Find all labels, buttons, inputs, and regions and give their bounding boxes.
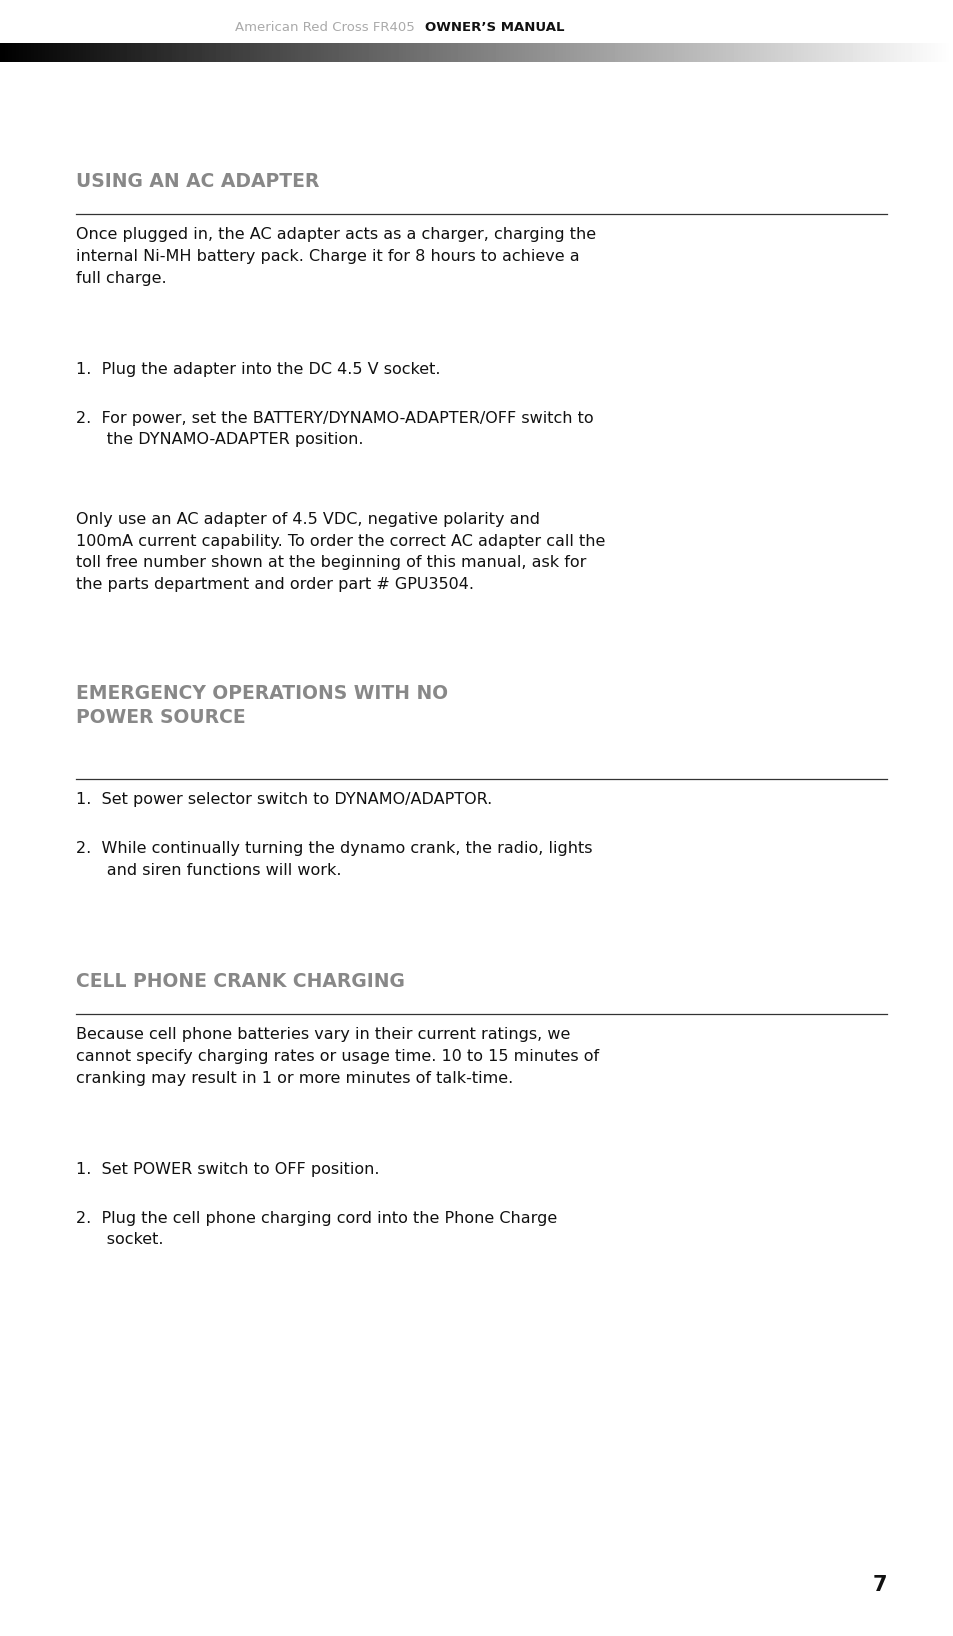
Text: Because cell phone batteries vary in their current ratings, we
cannot specify ch: Because cell phone batteries vary in the…: [76, 1027, 598, 1086]
Text: 2.  While continually turning the dynamo crank, the radio, lights
      and sire: 2. While continually turning the dynamo …: [76, 841, 592, 877]
Text: OWNER’S MANUAL: OWNER’S MANUAL: [424, 21, 563, 34]
Text: American Red Cross FR405: American Red Cross FR405: [235, 21, 415, 34]
Text: 7: 7: [872, 1575, 886, 1595]
Text: 2.  For power, set the BATTERY/DYNAMO-ADAPTER/OFF switch to
      the DYNAMO-ADA: 2. For power, set the BATTERY/DYNAMO-ADA…: [76, 411, 594, 447]
Text: 1.  Plug the adapter into the DC 4.5 V socket.: 1. Plug the adapter into the DC 4.5 V so…: [76, 362, 440, 376]
Text: CELL PHONE CRANK CHARGING: CELL PHONE CRANK CHARGING: [76, 972, 405, 991]
Text: USING AN AC ADAPTER: USING AN AC ADAPTER: [76, 172, 319, 191]
Text: Once plugged in, the AC adapter acts as a charger, charging the
internal Ni-MH b: Once plugged in, the AC adapter acts as …: [76, 227, 596, 286]
Text: EMERGENCY OPERATIONS WITH NO
POWER SOURCE: EMERGENCY OPERATIONS WITH NO POWER SOURC…: [76, 684, 448, 726]
Text: 2.  Plug the cell phone charging cord into the Phone Charge
      socket.: 2. Plug the cell phone charging cord int…: [76, 1211, 557, 1247]
Text: Only use an AC adapter of 4.5 VDC, negative polarity and
100mA current capabilit: Only use an AC adapter of 4.5 VDC, negat…: [76, 512, 605, 592]
Text: 1.  Set power selector switch to DYNAMO/ADAPTOR.: 1. Set power selector switch to DYNAMO/A…: [76, 792, 492, 807]
Text: 1.  Set POWER switch to OFF position.: 1. Set POWER switch to OFF position.: [76, 1162, 379, 1176]
